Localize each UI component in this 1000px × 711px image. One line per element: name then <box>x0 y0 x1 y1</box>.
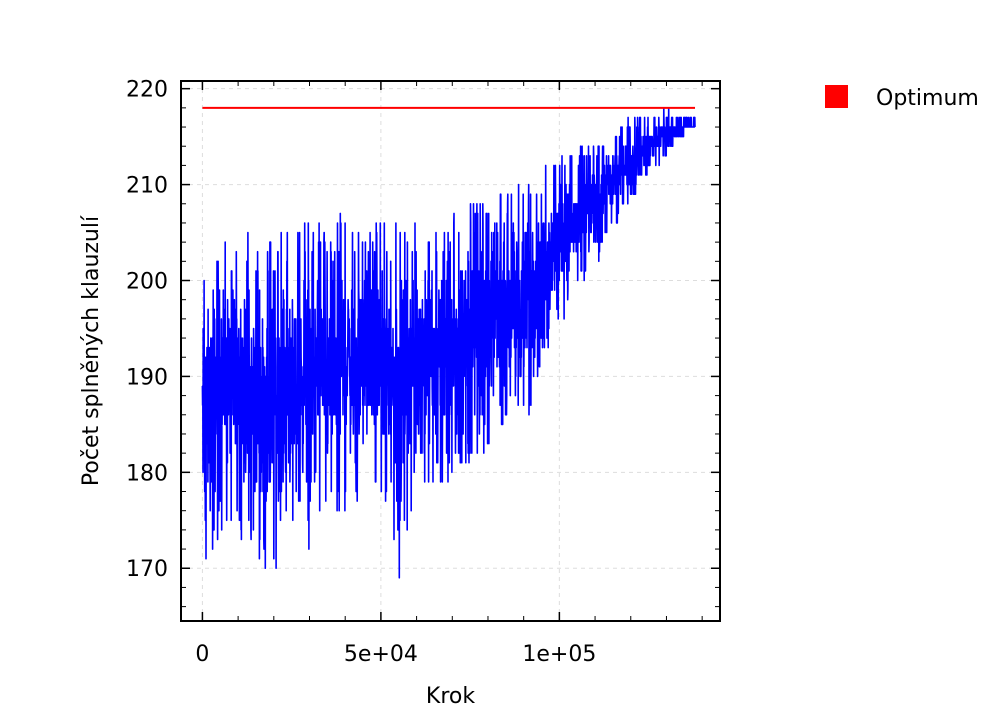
x-tick-label: 0 <box>195 642 209 667</box>
plot-series <box>201 106 696 579</box>
legend-label-optimum: Optimum <box>876 86 979 111</box>
y-tick-label: 190 <box>126 365 168 390</box>
x-tick-label: 5e+04 <box>344 642 418 667</box>
x-tick-label: 1e+05 <box>522 642 596 667</box>
y-tick-label: 200 <box>126 270 168 295</box>
plot-frame <box>180 80 721 622</box>
y-tick-label: 170 <box>126 557 168 582</box>
legend: Optimum <box>825 85 979 111</box>
y-tick-label: 220 <box>126 78 168 103</box>
x-axis-title: Krok <box>426 684 475 709</box>
y-tick-label: 180 <box>126 461 168 486</box>
y-axis-title: Počet splněných klauzulí <box>79 215 104 486</box>
series-line-steps <box>201 107 696 579</box>
axis-ticks: 0 5e+04 1e+05 170 180 190 200 210 220 <box>126 78 720 667</box>
y-tick-label: 210 <box>126 174 168 199</box>
legend-swatch-optimum <box>825 85 848 108</box>
